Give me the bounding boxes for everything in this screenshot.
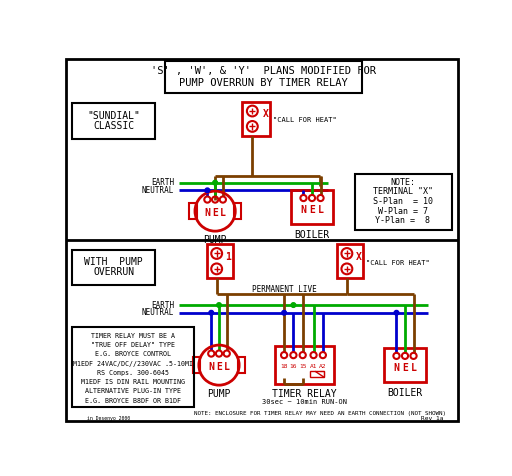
Text: ALTERNATIVE PLUG-IN TYPE: ALTERNATIVE PLUG-IN TYPE bbox=[85, 388, 181, 394]
Text: PERMANENT LIVE: PERMANENT LIVE bbox=[252, 285, 316, 294]
Text: Y-Plan =  8: Y-Plan = 8 bbox=[375, 216, 430, 225]
Text: M1EDF IS DIN RAIL MOUNTING: M1EDF IS DIN RAIL MOUNTING bbox=[81, 379, 185, 385]
Text: "SUNDIAL": "SUNDIAL" bbox=[87, 110, 140, 120]
Text: N: N bbox=[208, 362, 214, 372]
Text: L: L bbox=[224, 362, 230, 372]
Text: NOTE:: NOTE: bbox=[390, 178, 415, 187]
Bar bbox=[233, 203, 242, 219]
Text: E: E bbox=[309, 205, 315, 215]
Text: TERMINAL "X": TERMINAL "X" bbox=[373, 188, 433, 197]
Text: A2: A2 bbox=[319, 364, 327, 369]
Text: S-Plan  = 10: S-Plan = 10 bbox=[373, 198, 433, 207]
Text: CLASSIC: CLASSIC bbox=[93, 120, 134, 130]
Text: "CALL FOR HEAT": "CALL FOR HEAT" bbox=[273, 117, 337, 123]
Text: E.G. BROYCE B8DF OR B1DF: E.G. BROYCE B8DF OR B1DF bbox=[85, 397, 181, 404]
Bar bbox=[165, 61, 362, 93]
Bar bbox=[291, 190, 333, 224]
Circle shape bbox=[209, 310, 214, 315]
Circle shape bbox=[217, 303, 221, 307]
Circle shape bbox=[291, 303, 296, 307]
Text: TIMER RELAY MUST BE A: TIMER RELAY MUST BE A bbox=[91, 333, 175, 339]
Bar bbox=[337, 244, 363, 278]
Text: EARTH: EARTH bbox=[151, 300, 174, 309]
Bar bbox=[193, 357, 200, 373]
Text: in Desenyo 2000: in Desenyo 2000 bbox=[87, 416, 131, 421]
Text: E: E bbox=[216, 362, 222, 372]
Circle shape bbox=[205, 188, 210, 193]
Text: X: X bbox=[355, 251, 361, 261]
Text: NOTE: ENCLOSURE FOR TIMER RELAY MAY NEED AN EARTH CONNECTION (NOT SHOWN): NOTE: ENCLOSURE FOR TIMER RELAY MAY NEED… bbox=[194, 411, 446, 416]
Text: NEUTRAL: NEUTRAL bbox=[142, 186, 174, 195]
Bar bbox=[72, 103, 156, 139]
Bar bbox=[72, 327, 194, 407]
Bar bbox=[384, 348, 426, 382]
Text: 30sec ~ 10min RUN-ON: 30sec ~ 10min RUN-ON bbox=[262, 399, 347, 405]
Text: Rev 1a: Rev 1a bbox=[421, 416, 444, 421]
Text: A1: A1 bbox=[310, 364, 317, 369]
Text: M1EDF 24VAC/DC//230VAC .5-10MI: M1EDF 24VAC/DC//230VAC .5-10MI bbox=[73, 361, 193, 367]
Bar bbox=[189, 203, 197, 219]
Text: 16: 16 bbox=[290, 364, 297, 369]
Bar bbox=[72, 249, 156, 285]
Text: "TRUE OFF DELAY" TYPE: "TRUE OFF DELAY" TYPE bbox=[91, 342, 175, 348]
Text: E: E bbox=[402, 363, 408, 373]
Text: RS Comps. 300-6045: RS Comps. 300-6045 bbox=[97, 370, 169, 376]
Text: "CALL FOR HEAT": "CALL FOR HEAT" bbox=[366, 260, 430, 266]
Text: BOILER: BOILER bbox=[294, 230, 330, 240]
Text: L: L bbox=[411, 363, 416, 373]
Circle shape bbox=[282, 310, 286, 315]
Bar bbox=[310, 371, 325, 377]
Text: N: N bbox=[301, 205, 306, 215]
Text: N: N bbox=[204, 208, 210, 218]
Text: E: E bbox=[212, 208, 218, 218]
Text: BOILER: BOILER bbox=[388, 388, 422, 398]
Text: OVERRUN: OVERRUN bbox=[93, 267, 134, 277]
Text: L: L bbox=[317, 205, 324, 215]
Bar bbox=[355, 174, 452, 229]
Bar bbox=[275, 346, 334, 384]
Circle shape bbox=[213, 180, 218, 185]
Text: NEUTRAL: NEUTRAL bbox=[142, 308, 174, 317]
Text: EARTH: EARTH bbox=[151, 178, 174, 187]
Text: N: N bbox=[394, 363, 399, 373]
Text: 1: 1 bbox=[225, 251, 231, 261]
Text: WITH  PUMP: WITH PUMP bbox=[84, 257, 143, 267]
Text: 15: 15 bbox=[299, 364, 307, 369]
Text: L: L bbox=[220, 208, 226, 218]
Text: 'S' , 'W', & 'Y'  PLANS MODIFIED FOR: 'S' , 'W', & 'Y' PLANS MODIFIED FOR bbox=[151, 66, 376, 76]
Bar bbox=[242, 102, 270, 136]
Text: X: X bbox=[263, 109, 268, 119]
Bar bbox=[238, 357, 245, 373]
Bar bbox=[207, 244, 233, 278]
Text: TIMER RELAY: TIMER RELAY bbox=[272, 389, 336, 399]
Text: 18: 18 bbox=[281, 364, 288, 369]
Text: PUMP: PUMP bbox=[207, 389, 231, 399]
Text: PUMP: PUMP bbox=[203, 235, 227, 246]
Circle shape bbox=[394, 310, 399, 315]
Text: E.G. BROYCE CONTROL: E.G. BROYCE CONTROL bbox=[95, 351, 171, 357]
Text: W-Plan = 7: W-Plan = 7 bbox=[378, 207, 428, 216]
Text: PUMP OVERRUN BY TIMER RELAY: PUMP OVERRUN BY TIMER RELAY bbox=[179, 78, 348, 88]
